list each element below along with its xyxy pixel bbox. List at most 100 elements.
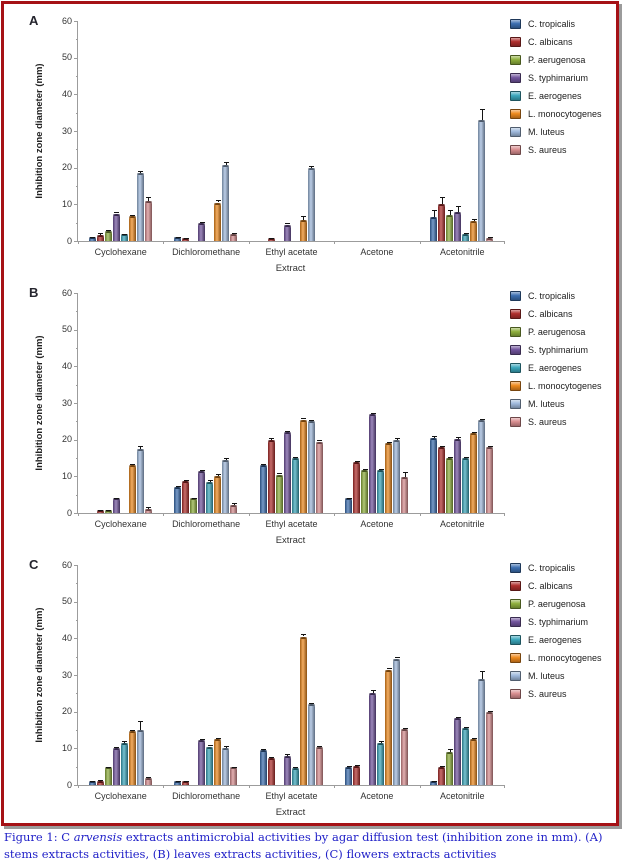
error-bar-line	[303, 216, 305, 220]
bar-top-cap	[174, 487, 182, 490]
bar	[128, 730, 136, 785]
error-bar-cap	[261, 749, 267, 751]
bar	[315, 747, 323, 785]
error-bar-cap	[487, 237, 493, 239]
bar	[352, 765, 361, 785]
x-axis-title: Extract	[275, 807, 306, 818]
error-bar-cap	[346, 765, 352, 767]
legend-item: M. luteus	[510, 127, 602, 137]
y-tick	[76, 620, 78, 621]
bar	[222, 459, 230, 513]
y-tick-label: 20	[61, 434, 72, 445]
error-bar-cap	[386, 667, 392, 669]
bar-top-cap	[376, 742, 385, 745]
bar-top-cap	[230, 504, 238, 507]
bar	[291, 767, 299, 785]
bar	[430, 781, 438, 785]
error-bar-cap	[463, 232, 469, 234]
y-tick	[74, 293, 78, 294]
y-tick	[74, 601, 78, 603]
legend-swatch-icon	[510, 145, 521, 155]
error-bar-cap	[301, 216, 307, 218]
legend-swatch-icon	[510, 55, 521, 65]
bar	[307, 421, 315, 513]
error-bar-cap	[223, 458, 229, 459]
error-bar-cap	[362, 468, 368, 470]
error-bar-cap	[191, 497, 197, 499]
error-bar-cap	[293, 456, 299, 458]
bar-top-cap	[174, 781, 182, 784]
bar-top-cap	[283, 224, 291, 227]
bar	[214, 739, 222, 785]
legend-swatch-icon	[510, 399, 521, 409]
error-bar-cap	[370, 689, 376, 691]
legend-label: P. aerugenosa	[528, 599, 586, 609]
error-bar-cap	[207, 745, 213, 747]
x-category-label: Cyclohexane	[94, 791, 147, 801]
bar-top-cap	[360, 469, 369, 472]
bar	[438, 767, 446, 785]
y-tick	[76, 693, 78, 695]
bar-top-cap	[299, 219, 307, 222]
y-tick-label: 60	[61, 15, 72, 26]
bar	[486, 447, 494, 513]
y-tick	[76, 730, 78, 731]
bar-top-cap	[198, 740, 206, 743]
bar	[112, 213, 120, 241]
error-bar-cap	[98, 509, 104, 511]
error-bar-cap	[138, 445, 144, 447]
x-tick	[78, 785, 79, 788]
y-tick	[76, 348, 78, 349]
legend-item: S. typhimarium	[510, 617, 602, 627]
legend-item: P. aerugenosa	[510, 327, 602, 337]
bar-top-cap	[96, 780, 104, 783]
y-tick-label: 20	[61, 162, 72, 173]
bar-top-cap	[368, 693, 377, 696]
bar-top-cap	[128, 730, 136, 733]
legend-label: E. aerogenes	[528, 635, 582, 645]
legend-label: S. typhimarium	[528, 617, 589, 627]
bar	[88, 781, 96, 785]
bar-top-cap	[376, 469, 385, 472]
error-bar-line	[303, 633, 305, 637]
error-bar-cap	[431, 780, 437, 782]
figure-caption: Figure 1: C arvensis extracts antimicrob…	[4, 829, 620, 862]
bar	[96, 780, 104, 785]
bar-top-cap	[438, 204, 446, 207]
y-tick	[74, 366, 78, 368]
legend-item: M. luteus	[510, 671, 602, 681]
legend-item: C. tropicalis	[510, 563, 602, 573]
legend-label: S. aureus	[528, 689, 567, 699]
error-bar-line	[140, 720, 142, 730]
error-bar-line	[372, 689, 374, 694]
bar	[96, 510, 104, 513]
bar	[283, 432, 291, 513]
error-bar-cap	[130, 463, 136, 465]
error-bar-cap	[487, 445, 493, 447]
x-tick	[163, 513, 165, 516]
y-tick-label: 10	[61, 198, 72, 209]
legend-label: S. aureus	[528, 145, 567, 155]
bar	[462, 458, 470, 513]
bar	[446, 458, 454, 513]
x-tick	[334, 241, 336, 244]
bar-top-cap	[174, 237, 182, 240]
bar	[376, 742, 385, 785]
bar-top-cap	[368, 414, 377, 416]
x-tick	[78, 513, 79, 516]
error-bar-cap	[98, 232, 104, 234]
bar-top-cap	[438, 447, 446, 449]
y-tick	[74, 513, 78, 514]
error-bar-cap	[130, 215, 136, 217]
error-bar-cap	[98, 780, 104, 782]
bar	[283, 756, 291, 785]
error-bar-cap	[106, 230, 112, 231]
bar	[438, 447, 446, 513]
bar	[206, 481, 214, 513]
error-bar-line	[481, 671, 483, 679]
error-bar-line	[225, 161, 227, 165]
y-tick	[76, 766, 78, 768]
panel-letter-a: A	[29, 13, 39, 28]
bar-top-cap	[400, 729, 409, 732]
bar-top-cap	[144, 777, 152, 780]
